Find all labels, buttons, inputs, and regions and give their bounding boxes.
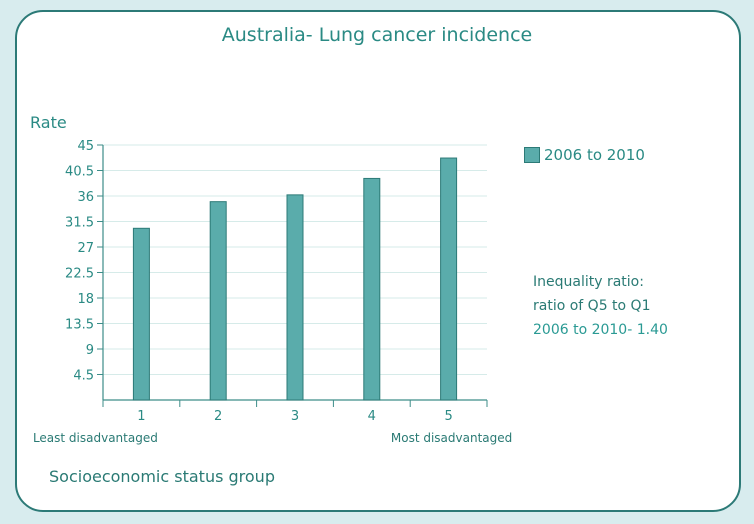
y-tick-label: 13.5: [65, 318, 94, 333]
y-tick-label: 4.5: [73, 369, 94, 384]
x-category-label: 1: [137, 409, 145, 424]
legend: 2006 to 2010: [524, 146, 645, 164]
y-tick-label: 31.5: [65, 216, 94, 231]
note-line-2: ratio of Q5 to Q1: [533, 298, 651, 314]
y-tick-label: 9: [86, 343, 94, 358]
x-category-sublabel: Most disadvantaged: [391, 431, 512, 445]
note-line-1: Inequality ratio:: [533, 274, 644, 290]
y-tick-label: 22.5: [65, 267, 94, 282]
bar-3: [286, 194, 304, 401]
x-category-label: 2: [214, 409, 222, 424]
y-tick-label: 36: [77, 190, 94, 205]
bar-2: [209, 201, 227, 401]
bar-1: [132, 227, 150, 401]
inequality-note: Inequality ratio: ratio of Q5 to Q1 2006…: [533, 270, 668, 342]
y-tick-label: 45: [77, 139, 94, 154]
y-tick-label: 40.5: [65, 165, 94, 180]
x-category-sublabel: Least disadvantaged: [33, 431, 158, 445]
y-tick-label: 27: [77, 241, 94, 256]
x-category-label: 3: [291, 409, 299, 424]
y-axis-label: Rate: [30, 113, 67, 132]
x-axis-label: Socioeconomic status group: [49, 467, 275, 486]
legend-label: 2006 to 2010: [544, 146, 645, 164]
bar-4: [363, 177, 381, 401]
x-category-label: 5: [444, 409, 452, 424]
chart-title: Australia- Lung cancer incidence: [221, 24, 533, 46]
bar-5: [440, 157, 458, 401]
legend-swatch: [524, 147, 540, 163]
note-line-3: 2006 to 2010- 1.40: [533, 322, 668, 338]
y-tick-label: 18: [77, 292, 94, 307]
x-category-label: 4: [368, 409, 376, 424]
